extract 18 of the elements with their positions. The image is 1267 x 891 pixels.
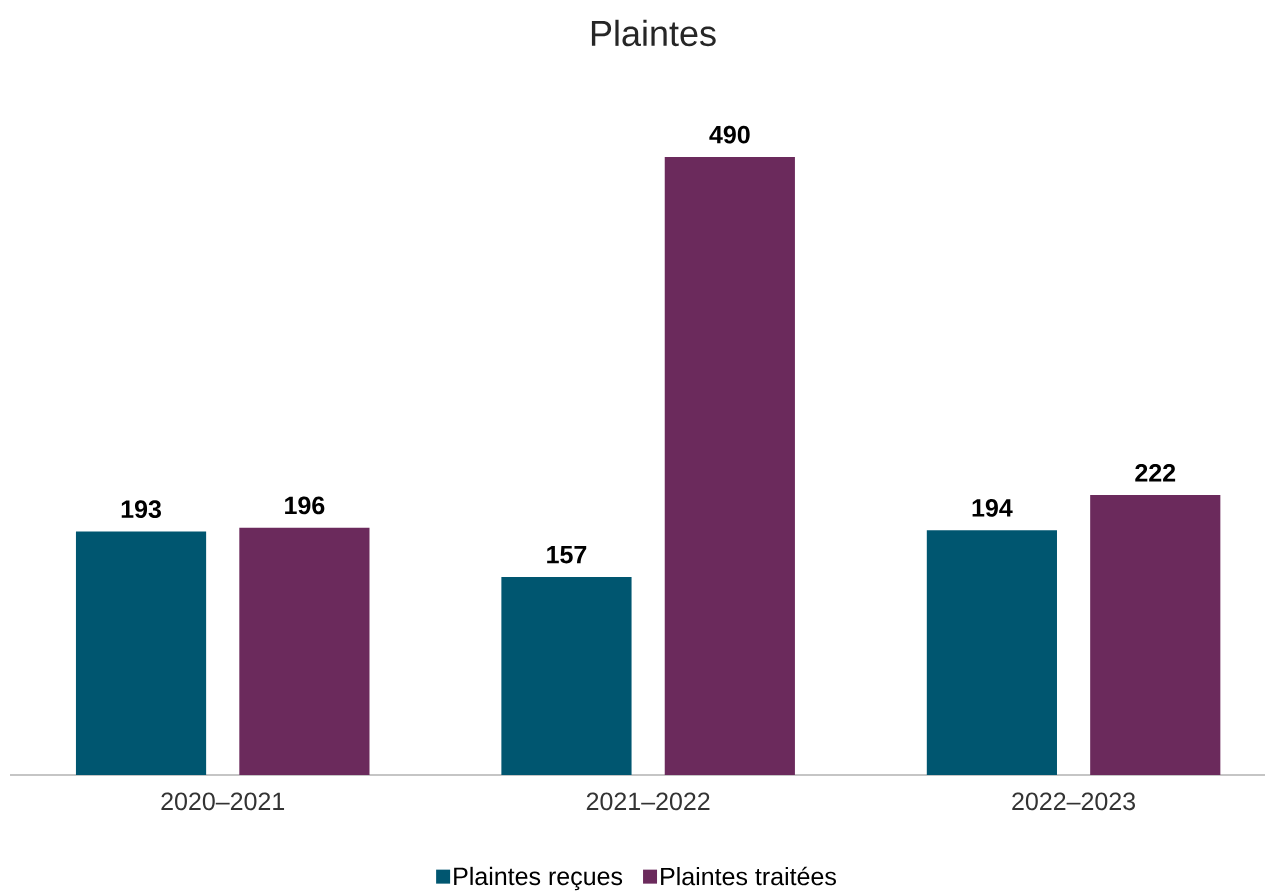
- x-tick-label: 2020–2021: [161, 792, 285, 811]
- chart-title: Plaintes: [591, 19, 716, 47]
- x-tick-label: 2021–2022: [586, 792, 710, 811]
- data-label: 194: [972, 499, 1013, 517]
- data-label: 157: [547, 546, 587, 564]
- data-label: 490: [709, 125, 750, 144]
- data-label: 222: [1135, 464, 1176, 482]
- bar: [664, 157, 795, 776]
- bar: [239, 527, 370, 776]
- bar: [75, 531, 207, 776]
- bar: [926, 530, 1057, 776]
- bar: [501, 577, 632, 776]
- bar: [1090, 495, 1221, 776]
- data-label: 196: [285, 496, 325, 515]
- legend-label: Plaintes reçues: [454, 867, 623, 891]
- legend-label: Plaintes traitées: [661, 866, 836, 886]
- x-tick-label: 2022–2023: [1012, 792, 1136, 811]
- data-label: 193: [121, 500, 161, 519]
